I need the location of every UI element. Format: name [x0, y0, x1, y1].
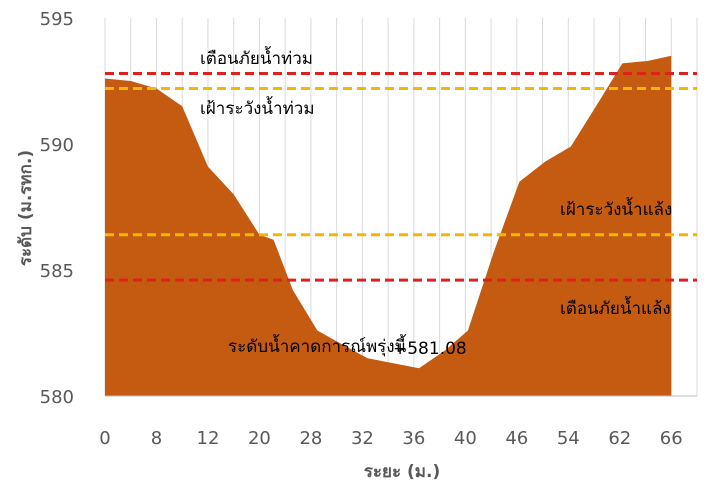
forecast-value: +581.08: [393, 339, 467, 359]
x-tick-label: 8: [151, 428, 162, 449]
forecast-label: ระดับน้ำคาดการณ์พรุ่งนี้: [228, 334, 407, 357]
y-tick-label: 590: [40, 135, 74, 156]
y-tick-label: 580: [40, 387, 74, 408]
flood-warning-label: เตือนภัยน้ำท่วม: [200, 46, 313, 69]
x-tick-label: 46: [505, 428, 528, 449]
x-tick-label: 40: [454, 428, 477, 449]
drought-watch-label: เฝ้าระวังน้ำแล้ง: [560, 197, 672, 220]
x-axis-title: ระยะ (ม.): [364, 462, 440, 482]
flood-watch-label: เฝ้าระวังน้ำท่วม: [200, 96, 315, 119]
drought-warning-label: เตือนภัยน้ำแล้ง: [560, 296, 671, 319]
x-tick-label: 62: [608, 428, 631, 449]
x-tick-label: 12: [197, 428, 220, 449]
y-tick-label: 595: [40, 9, 74, 30]
y-tick-label: 585: [40, 261, 74, 282]
riverbed-area: [105, 55, 672, 397]
x-tick-label: 54: [557, 428, 580, 449]
y-axis-title: ระดับ (ม.รทก.): [16, 150, 36, 266]
x-tick-label: 28: [299, 428, 322, 449]
x-tick-label: 66: [660, 428, 683, 449]
x-tick-label: 32: [351, 428, 374, 449]
x-tick-labels: 0 8 12 20 28 32 36 40 46 54 62 66: [99, 428, 682, 449]
reference-lines: [105, 71, 697, 282]
y-tick-labels: 580 585 590 595: [40, 9, 74, 408]
x-tick-label: 36: [402, 428, 425, 449]
x-tick-label: 20: [248, 428, 271, 449]
x-tick-label: 0: [99, 428, 110, 449]
